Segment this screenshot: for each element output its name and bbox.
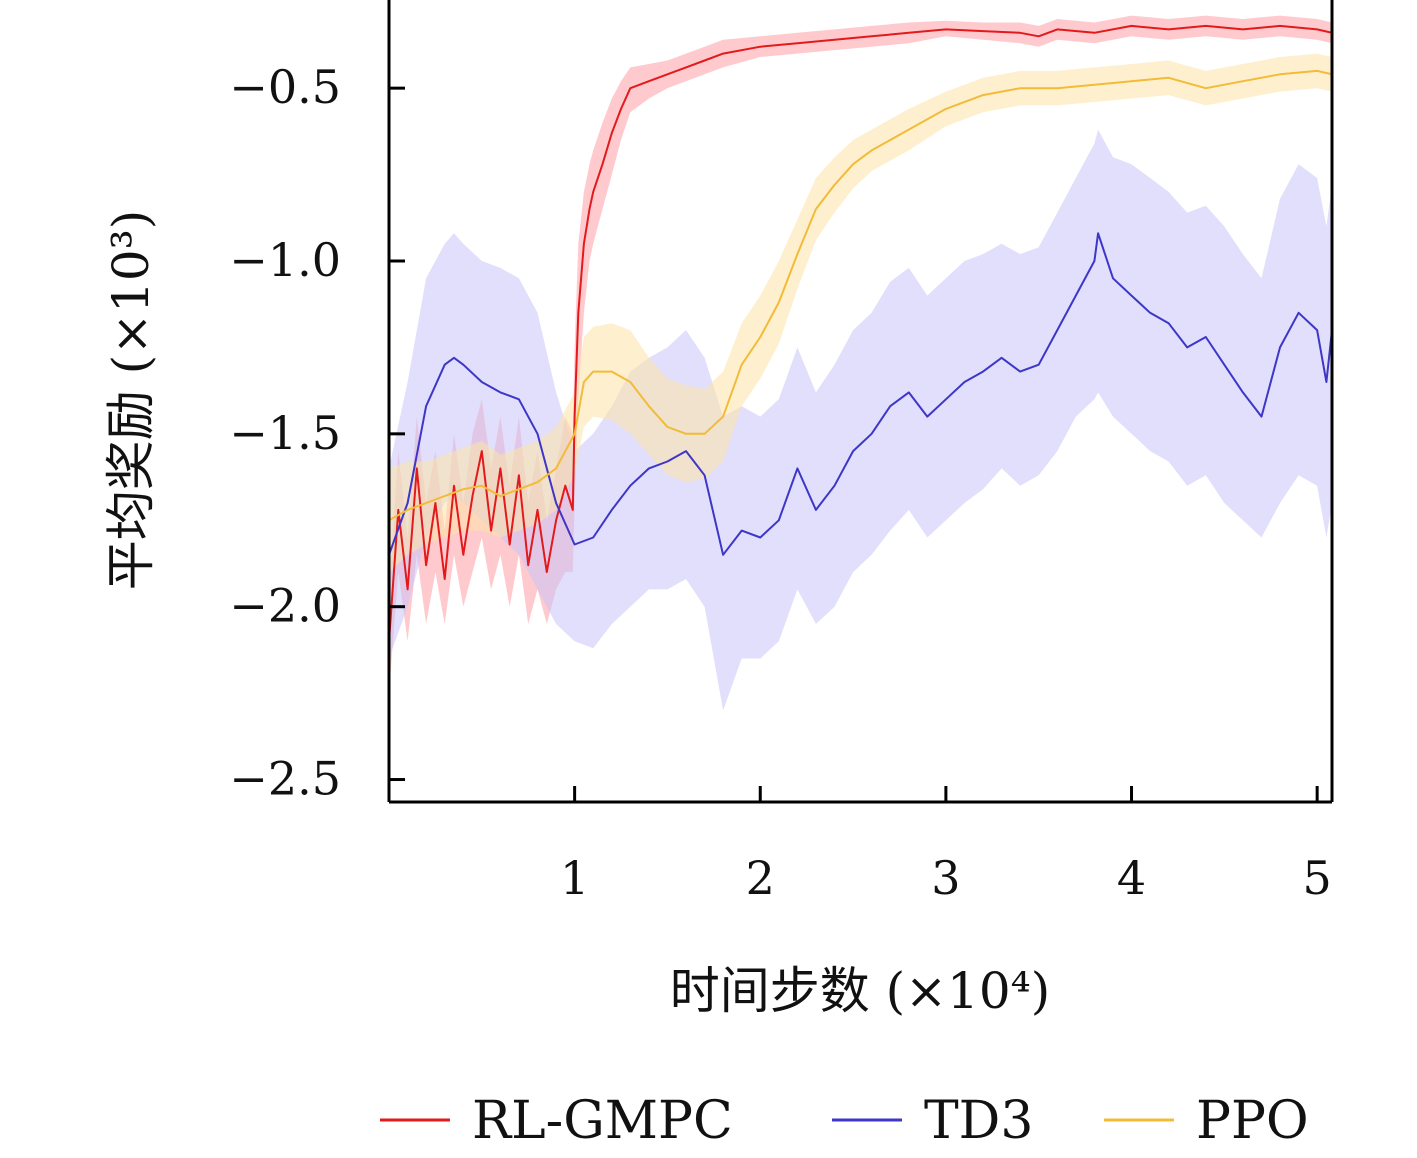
legend-label-td3: TD3 — [924, 1091, 1033, 1151]
legend: RL-GMPC TD3 PPO — [380, 1091, 1309, 1151]
y-tick-label: −0.5 — [229, 60, 341, 114]
band-ppo — [389, 53, 1332, 573]
y-tick-label: −2.5 — [229, 752, 341, 806]
x-tick-label: 1 — [560, 851, 589, 905]
axes — [387, 0, 1334, 804]
confidence-bands — [389, 15, 1332, 711]
band-td3 — [389, 129, 1332, 711]
y-axis-title: 平均奖励 (×10³) — [102, 210, 160, 590]
line-td3 — [389, 232, 1332, 556]
y-tick-label: −2.0 — [229, 579, 341, 633]
series-lines — [389, 24, 1332, 642]
line-ppo — [389, 69, 1332, 522]
legend-label-ppo: PPO — [1196, 1091, 1309, 1151]
y-tick-label: −1.5 — [229, 406, 341, 460]
axis-ticks: −0.5 −1.0 −1.5 −2.0 −2.5 1 2 3 4 5 — [229, 60, 1331, 905]
x-tick-label: 4 — [1117, 851, 1146, 905]
x-axis-title: 时间步数 (×10⁴) — [670, 962, 1050, 1020]
line-rl-gmpc — [389, 24, 1332, 642]
legend-label-rl-gmpc: RL-GMPC — [472, 1091, 733, 1151]
x-tick-label: 2 — [746, 851, 775, 905]
x-tick-label: 3 — [931, 851, 960, 905]
y-tick-label: −1.0 — [229, 233, 341, 287]
x-tick-label: 5 — [1303, 851, 1332, 905]
